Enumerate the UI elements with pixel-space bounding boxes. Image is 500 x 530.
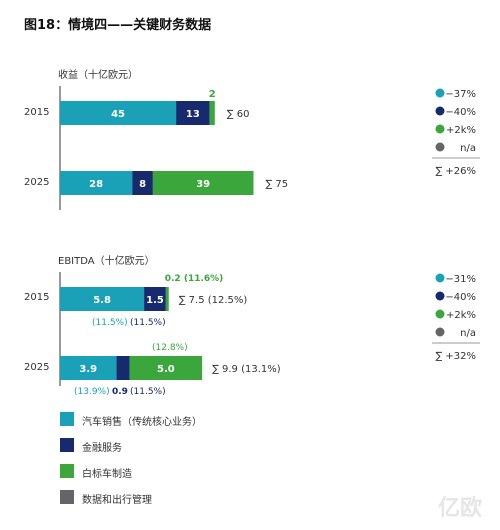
total-label: ∑ 7.5 (12.5%) — [179, 295, 248, 306]
bar-segment — [152, 171, 254, 195]
ebitda-section-label: EBITDA（十亿欧元） — [58, 256, 155, 267]
bar-value-label: 8 — [139, 179, 146, 190]
margin-label: (11.5%) — [92, 318, 128, 328]
bar-value-label: 13 — [186, 109, 200, 120]
total-change-label: ∑ +26% — [435, 166, 476, 177]
bar-segment — [209, 101, 215, 125]
bar-segment — [116, 356, 130, 380]
legend-swatch — [60, 412, 74, 426]
year-label-2015: 2015 — [24, 292, 49, 303]
margin-label: (12.8%) — [152, 343, 188, 353]
bar-segment — [60, 287, 145, 311]
year-label-2015: 2015 — [24, 107, 49, 118]
margin-label: (11.5%) — [130, 318, 166, 328]
revenue-section-label: 收益（十亿欧元） — [58, 70, 138, 81]
bar-segment — [60, 356, 117, 380]
margin-label: (11.5%) — [130, 387, 166, 397]
change-dot — [435, 124, 445, 134]
legend-swatch — [60, 438, 74, 452]
bar-segment — [129, 356, 203, 380]
change-label: −37% — [445, 89, 476, 100]
watermark-logo: 亿欧 — [437, 496, 482, 521]
bar-value-label: 1.5 — [146, 295, 164, 306]
year-label-2025: 2025 — [24, 362, 49, 373]
change-dot — [435, 291, 445, 301]
change-label: −31% — [445, 274, 476, 285]
change-label: n/a — [460, 143, 476, 154]
bar-segment — [60, 101, 177, 125]
bar-value-label: 39 — [196, 179, 210, 190]
bar-value-label: 45 — [111, 109, 125, 120]
chart-title: 图18：情境四——关键财务数据 — [24, 18, 212, 33]
change-label: +2k% — [446, 310, 476, 321]
bar-segment — [60, 171, 133, 195]
change-dot — [435, 106, 445, 116]
legend-label-financial-services: 金融服务 — [82, 443, 122, 454]
bar-value-label: 5.8 — [93, 295, 111, 306]
change-label: n/a — [460, 328, 476, 339]
year-label-2025: 2025 — [24, 177, 49, 188]
bar-value-label: 28 — [89, 179, 103, 190]
change-label: +2k% — [446, 125, 476, 136]
bar-value-label: 5.0 — [157, 364, 175, 375]
margin-label: 0.9 — [112, 387, 128, 397]
change-dot — [435, 142, 445, 152]
legend-swatch — [60, 490, 74, 504]
legend-label-white-label: 白标车制造 — [82, 469, 132, 480]
legend-label-auto-sales: 汽车销售（传统核心业务） — [82, 417, 202, 428]
change-dot — [435, 327, 445, 337]
bar-segment — [144, 287, 166, 311]
bar-value-label: 3.9 — [79, 364, 97, 375]
total-label: ∑ 75 — [266, 179, 289, 190]
change-dot — [435, 273, 445, 283]
legend-label-data-mobility: 数据和出行管理 — [82, 495, 152, 506]
total-change-label: ∑ +32% — [435, 351, 476, 362]
bar-segment — [165, 287, 169, 311]
margin-label: (13.9%) — [74, 387, 110, 397]
legend-swatch — [60, 464, 74, 478]
bar-value-label: 2 — [209, 89, 216, 100]
change-label: −40% — [445, 292, 476, 303]
change-dot — [435, 309, 445, 319]
change-dot — [435, 88, 445, 98]
bar-segment — [132, 171, 153, 195]
change-label: −40% — [445, 107, 476, 118]
total-label: ∑ 9.9 (13.1%) — [212, 364, 281, 375]
total-label: ∑ 60 — [227, 109, 250, 120]
margin-label: 0.2 (11.6%) — [165, 274, 224, 284]
bar-segment — [176, 101, 210, 125]
